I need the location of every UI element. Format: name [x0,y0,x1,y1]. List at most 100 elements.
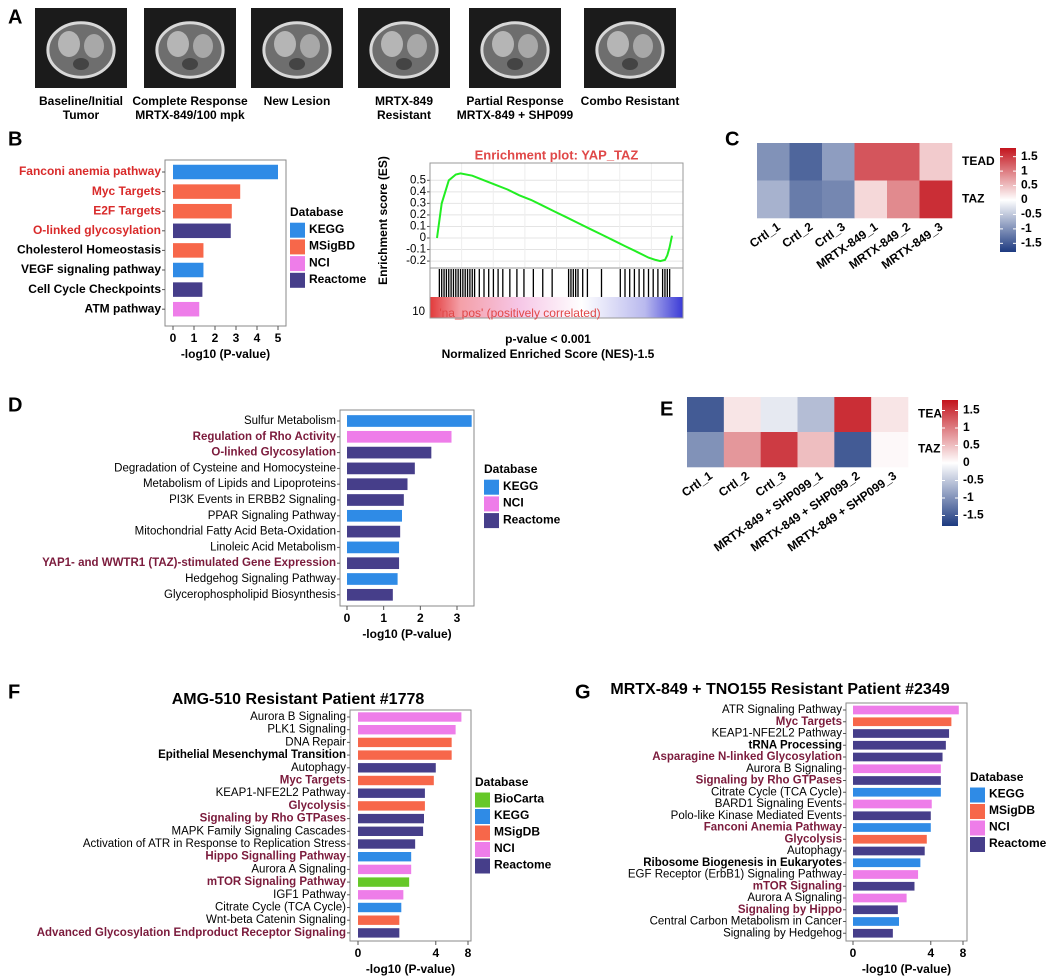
bar [173,243,204,258]
bar [358,826,424,836]
bar [853,776,941,785]
legend-swatch [475,858,490,874]
legend-label: KEGG [503,479,538,493]
category-label: ATM pathway [85,301,162,315]
bar [347,588,393,601]
category-label: Polo-like Kinase Mediated Events [671,810,843,822]
bar [853,764,941,774]
panel-label: D [8,394,22,416]
bar [347,494,404,506]
colorbar-label: 1.5 [1021,149,1038,163]
bar [358,750,452,760]
legend-label: Reactome [494,858,552,872]
colorbar-label: 0 [1021,192,1028,206]
legend-title: Database [290,205,344,219]
category-label: Asparagine N-linked Glycosylation [652,751,842,763]
bar [347,525,401,538]
bar [358,915,400,925]
colorbar-label: -1 [963,490,974,504]
column-label: Crtl_1 [747,219,783,250]
colorbar-label: -1 [1021,221,1032,235]
heat-cell [797,432,835,468]
bar [358,839,416,849]
bar [358,852,412,862]
category-label: Glycolysis [784,833,842,845]
heat-cell [797,397,835,433]
legend-swatch [970,820,985,836]
bar [358,864,412,875]
bar [853,752,943,762]
y-tick-label: -0.2 [406,255,426,267]
category-label: ATR Signaling Pathway [722,704,842,716]
bar [853,799,932,809]
row-label: TAZ [918,442,940,456]
y-tick-label: 0.4 [410,186,427,198]
category-label: PLK1 Signaling [267,724,346,736]
category-label: mTOR Signaling [753,880,842,892]
y-tick-label: 0.3 [410,197,426,209]
heat-cell [887,180,920,219]
bar [358,928,400,938]
category-label: Aurora B Signaling [746,763,842,775]
image-organ [274,31,296,57]
bar [853,823,931,832]
image-organ [58,31,80,57]
heat-cell [757,180,790,219]
chart-title: Enrichment plot: YAP_TAZ [475,147,639,162]
bar [347,557,400,570]
category-label: IGF1 Pathway [273,889,346,901]
category-label: Signaling by Rho GTPases [696,775,842,787]
bar [173,282,203,297]
category-label: MAPK Family Signaling Cascades [172,825,347,837]
category-label: Myc Targets [776,716,842,728]
bar [173,301,200,317]
bar [173,262,204,278]
category-label: KEAP1-NFE2L2 Pathway [712,728,843,740]
legend-swatch [475,825,490,841]
category-label: E2F Targets [93,203,161,217]
bar [853,811,931,821]
category-label: DNA Repair [285,736,346,748]
es-line [436,172,673,263]
bar [347,415,472,427]
image-organ [507,58,523,70]
x-tick-label: 2 [417,611,424,625]
x-tick-label: 0 [355,946,362,960]
x-axis-label: -log10 (P-value) [862,962,951,976]
x-tick-label: 0 [850,946,857,960]
image-organ [407,34,427,58]
y-tick-label: 0.2 [410,209,426,221]
y-tick-label: -0.1 [406,244,426,256]
category-label: Autophagy [291,762,346,774]
bar [853,870,919,879]
legend-swatch [484,496,499,512]
heat-cell [687,432,725,468]
bar [347,446,432,459]
image-organ [193,34,213,58]
colorbar-label: -0.5 [1021,207,1042,221]
image-caption: MRTX-849/100 mpk [135,108,245,122]
legend-label: Reactome [989,836,1047,850]
bar [358,737,452,748]
legend-label: NCI [494,841,515,855]
panel-label: C [725,128,739,150]
colorbar-label: 1 [963,420,970,434]
x-axis-label: -log10 (P-value) [362,627,451,641]
image-organ [607,31,629,57]
category-label: Hippo Signalling Pathway [205,851,346,863]
category-label: YAP1- and WWTR1 (TAZ)-stimulated Gene Ex… [42,557,336,569]
colorbar-label: 1 [1021,163,1028,177]
image-caption: Partial Response [466,94,564,108]
bar [853,729,950,738]
heat-cell [760,432,798,468]
legend-swatch [475,792,490,808]
heat-cell [871,432,909,468]
bar [358,763,436,773]
bar [347,462,415,475]
category-label: KEAP1-NFE2L2 Pathway [216,787,347,799]
heat-cell [723,432,761,468]
rank-tick-label: 10 [412,306,425,318]
legend-label: KEGG [309,222,344,236]
category-label: Fanconi anemia pathway [19,164,161,178]
category-label: Metabolism of Lipids and Lipoproteins [143,478,336,490]
